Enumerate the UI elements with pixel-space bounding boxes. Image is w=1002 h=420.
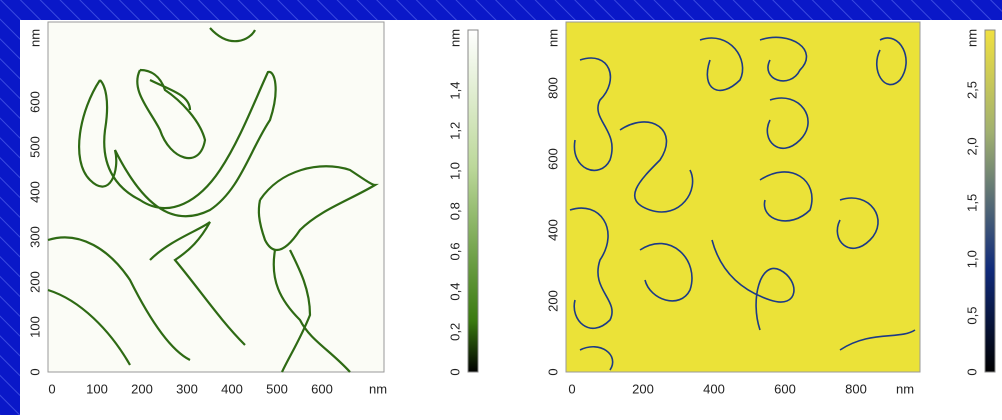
x-tick-label: 400: [703, 381, 725, 396]
x-tick-label: 100: [86, 381, 108, 396]
colorbar-tick-label: 1,0: [964, 250, 979, 268]
colorbar-tick-label: 2,5: [964, 81, 979, 99]
x-tick-label: 600: [311, 381, 333, 396]
colorbar-tick-label: 1,2: [447, 122, 462, 140]
x-tick-label: 200: [131, 381, 153, 396]
y-tick-label: 500: [27, 136, 42, 158]
x-tick-label: 500: [266, 381, 288, 396]
colorbar-tick-label: 0,2: [447, 323, 462, 341]
colorbar-tick-label: 0: [447, 368, 462, 375]
x-tick-label: 0: [568, 381, 575, 396]
y-tick-label: 400: [545, 219, 560, 241]
y-tick-label: 300: [27, 226, 42, 248]
y-tick-label: 600: [27, 91, 42, 113]
y-unit: nm: [545, 29, 560, 47]
x-unit: nm: [896, 381, 914, 396]
y-tick-label: 0: [545, 368, 560, 375]
colorbar-unit: nm: [964, 29, 979, 47]
y-unit: nm: [27, 29, 42, 47]
x-tick-label: 800: [845, 381, 867, 396]
y-tick-label: 800: [545, 77, 560, 99]
x-tick-label: 300: [176, 381, 198, 396]
y-tick-label: 200: [545, 290, 560, 312]
y-tick-label: 400: [27, 181, 42, 203]
dna-strands: [569, 36, 916, 371]
colorbar-tick-label: 0,8: [447, 202, 462, 220]
colorbar-tick-label: 0: [964, 368, 979, 375]
y-tick-label: 100: [27, 316, 42, 338]
colorbar-tick-label: 0,4: [447, 283, 462, 301]
colorbar: [984, 29, 996, 373]
y-tick-label: 0: [27, 368, 42, 375]
colorbar-tick-label: 2,0: [964, 137, 979, 155]
colorbar-tick-label: 1,0: [447, 162, 462, 180]
colorbar: [467, 29, 479, 373]
afm-image: [47, 21, 385, 373]
x-tick-label: 0: [48, 381, 55, 396]
colorbar-unit: nm: [447, 29, 462, 47]
colorbar-tick-label: 1,5: [964, 194, 979, 212]
x-unit: nm: [369, 381, 387, 396]
y-tick-label: 200: [27, 271, 42, 293]
x-tick-label: 200: [632, 381, 654, 396]
dna-strands: [47, 27, 379, 373]
colorbar-tick-label: 0,6: [447, 242, 462, 260]
colorbar-tick-label: 1,4: [447, 82, 462, 100]
colorbar-tick-label: 0,5: [964, 307, 979, 325]
afm-image: [565, 21, 921, 373]
x-tick-label: 400: [221, 381, 243, 396]
y-tick-label: 600: [545, 148, 560, 170]
x-tick-label: 600: [774, 381, 796, 396]
